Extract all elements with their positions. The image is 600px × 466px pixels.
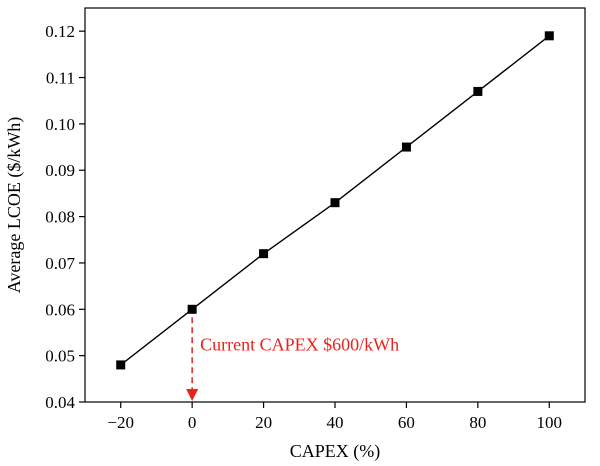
x-tick-label: 60 [398, 413, 415, 432]
data-point [544, 31, 554, 41]
y-axis: 0.04 0.05 0.06 0.07 0.08 0.09 0.10 0.11 0.12 [45, 22, 85, 412]
x-tick-label: 40 [327, 413, 344, 432]
y-tick-label: 0.10 [45, 115, 75, 134]
x-tick-label: −20 [107, 413, 134, 432]
y-tick-label: 0.06 [45, 300, 75, 319]
y-tick-label: 0.04 [45, 393, 75, 412]
data-point [116, 360, 126, 370]
y-tick-label: 0.07 [45, 254, 75, 273]
x-tick-label: 0 [188, 413, 197, 432]
y-tick-label: 0.09 [45, 161, 75, 180]
data-point [259, 249, 269, 259]
plot-area [116, 31, 554, 401]
x-tick-label: 20 [255, 413, 272, 432]
y-tick-label: 0.08 [45, 208, 75, 227]
data-point [401, 142, 411, 152]
data-point [473, 86, 483, 96]
y-axis-label: Average LCOE ($/kWh) [4, 117, 25, 294]
annotation-arrowhead [186, 389, 199, 401]
x-axis: −20 0 20 40 60 80 100 [107, 402, 562, 432]
x-tick-label: 80 [469, 413, 486, 432]
y-tick-label: 0.11 [46, 69, 75, 88]
data-point [330, 198, 340, 208]
annotation-label: Current CAPEX $600/kWh [200, 334, 399, 354]
y-tick-label: 0.05 [45, 347, 75, 366]
y-tick-label: 0.12 [45, 22, 75, 41]
plot-frame [84, 7, 586, 403]
x-axis-label: CAPEX (%) [290, 441, 381, 462]
x-tick-label: 100 [537, 413, 563, 432]
data-point [187, 304, 197, 314]
